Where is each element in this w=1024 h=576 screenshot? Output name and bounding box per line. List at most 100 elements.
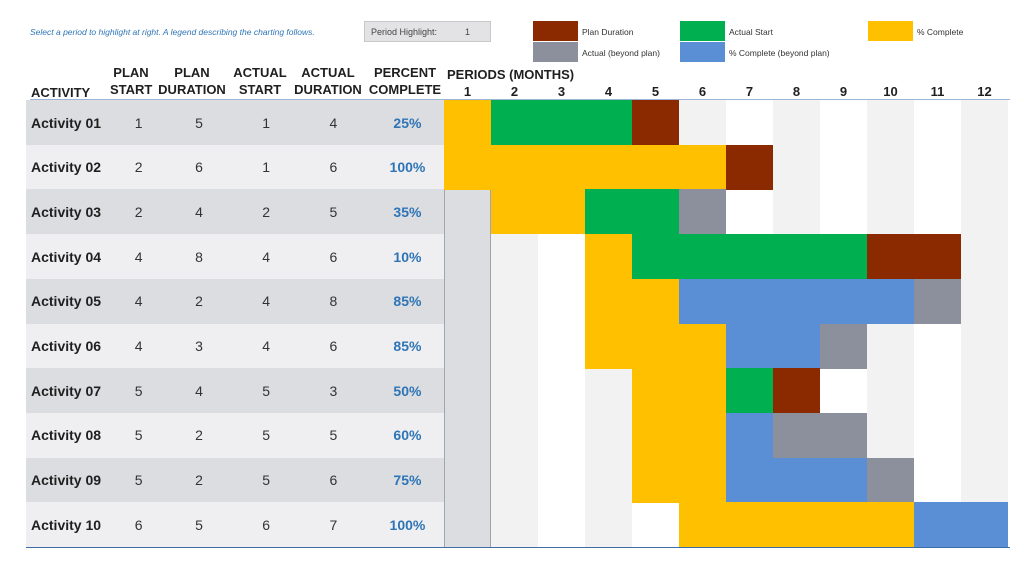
gantt-bar-segment [820,234,867,280]
legend-label-actual-start: Actual Start [729,27,773,37]
gantt-bar-segment [632,100,679,145]
legend-label-percent-complete: % Complete [917,27,964,37]
actual-duration-value: 6 [329,338,338,354]
period-cell [914,457,961,503]
gantt-bar-segment [773,502,820,548]
gantt-bar-segment [632,144,679,190]
gantt-bar-segment [773,457,820,503]
period-number-12: 12 [977,84,992,99]
gantt-bar-segment [679,457,726,503]
period-number-2: 2 [510,84,519,99]
activity-row[interactable]: Activity 03 2 4 2 5 35% [26,189,444,235]
period-cell [773,100,820,145]
actual-start-value: 6 [262,516,271,533]
period-highlight-value[interactable]: 1 [465,26,471,37]
plan-start-value: 1 [134,114,143,131]
period-highlight-field[interactable]: Period Highlight: 1 [364,21,491,42]
gantt-bar-segment [538,144,585,190]
gantt-bar-segment [773,278,820,324]
period-highlight-label: Period Highlight: [371,26,438,37]
header-plan-start: PLAN START [110,64,152,98]
period-number-3: 3 [557,84,566,99]
activity-row[interactable]: Activity 04 4 8 4 6 10% [26,234,444,280]
period-cell [585,368,632,414]
actual-start-value: 5 [262,472,271,489]
period-cell [961,100,1008,145]
plan-duration-value: 8 [195,248,203,265]
activity-name: Activity 06 [31,338,102,354]
period-cell [914,100,961,145]
gantt-bar-segment [444,100,491,145]
period-number-4: 4 [604,84,613,99]
gantt-bar-segment [773,412,820,458]
header-actual-duration-line1: ACTUAL [301,65,355,80]
plan-start-value: 6 [134,516,143,533]
activity-row[interactable]: Activity 01 1 5 1 4 25% [26,100,444,145]
instruction-text: Select a period to highlight at right. A… [30,27,315,37]
plan-duration-value: 6 [195,159,203,176]
actual-duration-value: 8 [329,293,338,310]
legend-swatch-actual-beyond [533,42,578,62]
period-cell [820,100,867,145]
activity-row[interactable]: Activity 05 4 2 4 8 85% [26,278,444,324]
gantt-bar-segment [961,502,1008,548]
activity-row[interactable]: Activity 02 2 6 1 6 100% [26,144,444,190]
gantt-bar-segment [585,144,632,190]
plan-duration-value: 2 [195,427,203,444]
period-number-9: 9 [839,84,848,99]
percent-complete-value: 10% [393,248,422,265]
gantt-bar-segment [632,412,679,458]
percent-complete-value: 100% [389,516,426,533]
activity-name: Activity 07 [31,382,102,399]
period-cell [538,502,585,548]
plan-start-value: 4 [134,293,143,310]
header-plan-duration-line1: PLAN [174,65,210,80]
period-cell [961,368,1008,414]
activity-row[interactable]: Activity 08 5 2 5 5 60% [26,412,444,458]
plan-start-value: 4 [134,248,143,265]
period-cell [820,368,867,414]
period-cell [632,502,679,548]
gantt-bar-segment [491,100,538,145]
activity-row[interactable]: Activity 10 6 5 6 7 100% [26,502,444,548]
period-cell [914,323,961,369]
gantt-bar-segment [726,234,773,280]
period-number-5: 5 [651,84,660,99]
header-plan-start-line1: PLAN [113,65,149,80]
period-number-11: 11 [930,84,945,99]
period-cell [914,189,961,235]
header-percent-complete-line1: PERCENT [373,65,437,80]
gantt-bar-segment [585,189,632,235]
activity-row[interactable]: Activity 07 5 4 5 3 50% [26,368,444,414]
legend-label-plan-duration: Plan Duration [582,27,634,37]
table-bottom-line [26,547,1010,548]
percent-complete-value: 25% [393,114,422,131]
period-cell [491,502,538,548]
activity-row[interactable]: Activity 09 5 2 5 6 75% [26,457,444,503]
plan-duration-value: 5 [195,114,203,131]
activity-name: Activity 03 [31,203,102,220]
gantt-bar-segment [679,368,726,414]
gantt-bar-segment [679,412,726,458]
actual-start-value: 1 [262,159,271,176]
period-cell [914,368,961,414]
period-number-6: 6 [698,84,707,99]
gantt-bar-segment [491,144,538,190]
actual-start-value: 4 [262,293,271,310]
period-cell [491,323,538,369]
activity-name: Activity 02 [31,159,102,176]
period-cell [961,457,1008,503]
period-cell [961,412,1008,458]
period-cell [538,278,585,324]
actual-start-value: 1 [262,114,271,131]
percent-complete-value: 50% [393,382,422,399]
header-percent-complete-line2: COMPLETE [368,82,442,97]
gantt-bar-segment [726,368,773,414]
gantt-bar-segment [914,502,961,548]
period-cell [867,144,914,190]
period-cell [679,100,726,145]
period-cell [491,368,538,414]
gantt-bar-segment [867,234,914,280]
period-cell [867,412,914,458]
activity-row[interactable]: Activity 06 4 3 4 6 85% [26,323,444,369]
